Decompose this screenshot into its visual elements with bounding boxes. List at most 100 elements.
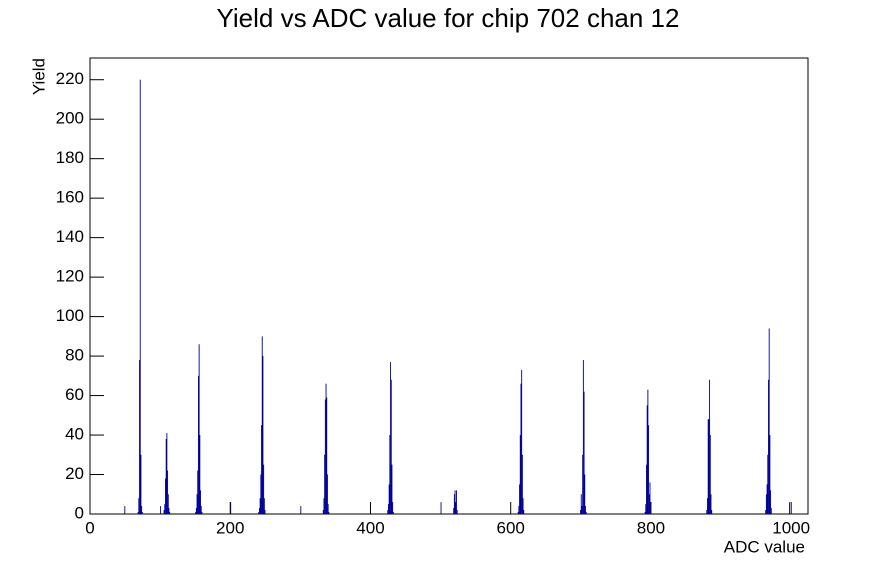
bar [324, 454, 326, 514]
y-tick-label: 100 [56, 306, 84, 325]
x-tick-label: 800 [637, 518, 665, 537]
bar [710, 494, 712, 514]
bar [765, 510, 767, 514]
bar [456, 490, 457, 514]
y-tick-label: 220 [56, 69, 84, 88]
bar [258, 508, 260, 514]
y-tick-label: 20 [65, 464, 84, 483]
bar [453, 494, 455, 514]
bar [456, 510, 458, 514]
bar [789, 502, 790, 514]
bar [390, 379, 392, 514]
y-tick-label: 140 [56, 227, 84, 246]
bar [264, 510, 266, 514]
bar [523, 510, 525, 514]
bar [645, 504, 647, 514]
bar [139, 360, 140, 514]
bar [258, 512, 260, 514]
chart-title: Yield vs ADC value for chip 702 chan 12 [217, 3, 680, 33]
bar [521, 454, 523, 514]
bar [262, 356, 264, 514]
bar [388, 484, 390, 514]
bar [140, 454, 142, 514]
bar [167, 494, 169, 514]
bar [583, 391, 585, 514]
bar [648, 425, 650, 514]
bar [768, 328, 770, 514]
bar [165, 478, 166, 514]
bar [263, 464, 265, 514]
bar [163, 510, 165, 514]
bar [440, 502, 442, 514]
bar [200, 490, 201, 514]
bar [323, 498, 325, 514]
bar [707, 498, 708, 514]
x-tick-label: 600 [497, 518, 525, 537]
bar [650, 510, 652, 514]
bar [124, 506, 126, 514]
bar [766, 484, 768, 514]
bar [767, 454, 769, 514]
x-tick-label: 0 [85, 518, 94, 537]
bar [200, 506, 202, 514]
bar [770, 508, 772, 514]
bar [196, 494, 198, 514]
bar [141, 512, 143, 514]
bar [392, 512, 394, 514]
bar [580, 494, 582, 514]
x-tick-label: 400 [356, 518, 384, 537]
bar [769, 435, 771, 514]
bar [768, 379, 769, 514]
y-tick-label: 180 [56, 148, 84, 167]
bar [644, 512, 646, 514]
bar [261, 336, 263, 514]
bar [259, 498, 261, 514]
bar [387, 510, 389, 514]
bar [138, 498, 140, 514]
bar [137, 512, 139, 514]
bar [260, 474, 262, 514]
bar [327, 504, 329, 514]
y-tick-label: 160 [56, 188, 84, 207]
bar [139, 79, 141, 514]
bar [649, 482, 651, 514]
bar [166, 433, 168, 514]
bar [520, 383, 522, 514]
plot-frame [89, 57, 809, 515]
bar [197, 375, 199, 514]
bar [770, 490, 772, 514]
bar [706, 510, 708, 514]
bar [168, 508, 170, 514]
bar [230, 502, 232, 514]
bar [195, 512, 197, 514]
x-tick-label: 1000 [772, 518, 810, 537]
bar [646, 464, 647, 514]
bar [521, 369, 523, 514]
bar [392, 502, 394, 514]
bar [198, 344, 200, 514]
bar [519, 435, 521, 514]
bar [389, 435, 391, 514]
bar [711, 510, 713, 514]
bar [387, 504, 389, 514]
y-tick-label: 120 [56, 267, 84, 286]
bar [324, 399, 326, 514]
bar [322, 510, 324, 514]
bar [326, 474, 328, 514]
y-tick-label: 40 [65, 425, 84, 444]
bar [390, 362, 392, 514]
bar [167, 470, 169, 514]
bar [263, 498, 265, 514]
bar [201, 512, 203, 514]
y-axis-label: Yield [29, 58, 48, 95]
bar [328, 512, 330, 514]
bar [582, 454, 584, 514]
bar [195, 508, 197, 514]
bar [517, 512, 519, 514]
bar [518, 506, 520, 514]
bar [709, 379, 711, 514]
bar [455, 502, 457, 514]
bar [522, 498, 524, 514]
bar [325, 383, 327, 514]
bar [261, 425, 262, 514]
